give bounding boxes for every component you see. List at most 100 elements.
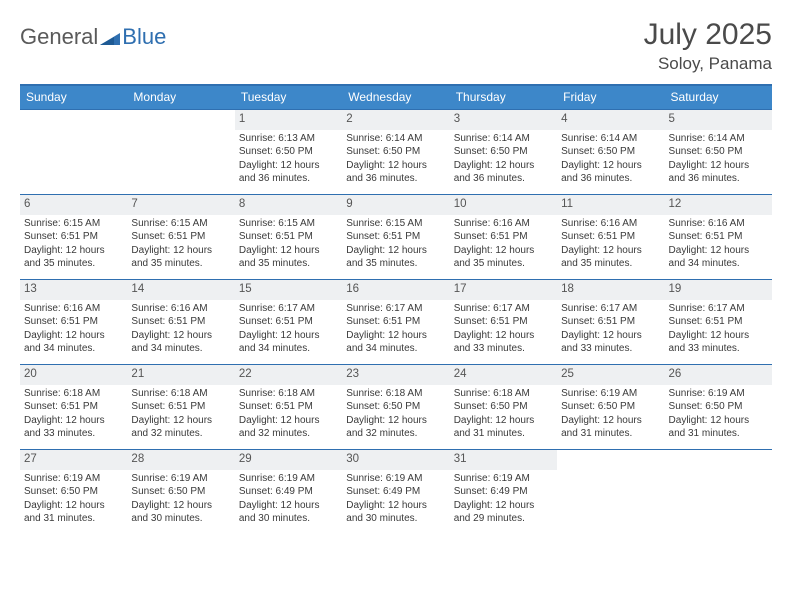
day-cell: 23Sunrise: 6:18 AMSunset: 6:50 PMDayligh… xyxy=(342,365,449,449)
sunset-text: Sunset: 6:50 PM xyxy=(669,400,768,414)
sunrise-text: Sunrise: 6:13 AM xyxy=(239,132,338,146)
day-cell: 20Sunrise: 6:18 AMSunset: 6:51 PMDayligh… xyxy=(20,365,127,449)
weekday-header-row: SundayMondayTuesdayWednesdayThursdayFrid… xyxy=(20,86,772,109)
day-number: 11 xyxy=(557,195,664,215)
day-number: 29 xyxy=(235,450,342,470)
week-row: 6Sunrise: 6:15 AMSunset: 6:51 PMDaylight… xyxy=(20,194,772,279)
daylight-text: Daylight: 12 hours and 32 minutes. xyxy=(346,414,445,441)
week-row: 27Sunrise: 6:19 AMSunset: 6:50 PMDayligh… xyxy=(20,449,772,534)
sunrise-text: Sunrise: 6:15 AM xyxy=(346,217,445,231)
sunset-text: Sunset: 6:51 PM xyxy=(24,230,123,244)
daylight-text: Daylight: 12 hours and 33 minutes. xyxy=(561,329,660,356)
daylight-text: Daylight: 12 hours and 33 minutes. xyxy=(454,329,553,356)
sunrise-text: Sunrise: 6:17 AM xyxy=(561,302,660,316)
day-cell: 26Sunrise: 6:19 AMSunset: 6:50 PMDayligh… xyxy=(665,365,772,449)
day-number: 3 xyxy=(450,110,557,130)
daylight-text: Daylight: 12 hours and 35 minutes. xyxy=(24,244,123,271)
daylight-text: Daylight: 12 hours and 35 minutes. xyxy=(131,244,230,271)
weekday-header: Monday xyxy=(127,86,234,109)
sunset-text: Sunset: 6:51 PM xyxy=(561,230,660,244)
sunrise-text: Sunrise: 6:19 AM xyxy=(239,472,338,486)
sunset-text: Sunset: 6:50 PM xyxy=(131,485,230,499)
day-cell xyxy=(665,450,772,534)
sunset-text: Sunset: 6:51 PM xyxy=(561,315,660,329)
daylight-text: Daylight: 12 hours and 34 minutes. xyxy=(346,329,445,356)
sunset-text: Sunset: 6:50 PM xyxy=(24,485,123,499)
sunrise-text: Sunrise: 6:14 AM xyxy=(346,132,445,146)
weekday-header: Wednesday xyxy=(342,86,449,109)
day-cell: 6 Sunrise: 6:15 AMSunset: 6:51 PMDaylight… xyxy=(20,195,127,279)
day-cell: 9Sunrise: 6:15 AMSunset: 6:51 PMDaylight… xyxy=(342,195,449,279)
day-number: 18 xyxy=(557,280,664,300)
day-cell: 19Sunrise: 6:17 AMSunset: 6:51 PMDayligh… xyxy=(665,280,772,364)
sunset-text: Sunset: 6:49 PM xyxy=(454,485,553,499)
logo-triangle-icon xyxy=(100,29,120,45)
day-cell: 12Sunrise: 6:16 AMSunset: 6:51 PMDayligh… xyxy=(665,195,772,279)
daylight-text: Daylight: 12 hours and 31 minutes. xyxy=(669,414,768,441)
sunrise-text: Sunrise: 6:15 AM xyxy=(239,217,338,231)
weekday-header: Sunday xyxy=(20,86,127,109)
day-cell: 5Sunrise: 6:14 AMSunset: 6:50 PMDaylight… xyxy=(665,110,772,194)
day-cell: 16Sunrise: 6:17 AMSunset: 6:51 PMDayligh… xyxy=(342,280,449,364)
header-row: General Blue July 2025 Soloy, Panama xyxy=(20,18,772,74)
day-number: 17 xyxy=(450,280,557,300)
sunset-text: Sunset: 6:51 PM xyxy=(239,230,338,244)
day-cell: 18 Sunrise: 6:17 AMSunset: 6:51 PMDayligh… xyxy=(557,280,664,364)
daylight-text: Daylight: 12 hours and 31 minutes. xyxy=(454,414,553,441)
weekday-header: Thursday xyxy=(450,86,557,109)
sunset-text: Sunset: 6:50 PM xyxy=(454,400,553,414)
day-number: 20 xyxy=(20,365,127,385)
sunset-text: Sunset: 6:51 PM xyxy=(669,230,768,244)
sunrise-text: Sunrise: 6:19 AM xyxy=(669,387,768,401)
day-number: 4 xyxy=(557,110,664,130)
weekday-header: Friday xyxy=(557,86,664,109)
sunrise-text: Sunrise: 6:15 AM xyxy=(24,217,123,231)
day-cell: 29Sunrise: 6:19 AMSunset: 6:49 PMDayligh… xyxy=(235,450,342,534)
sunrise-text: Sunrise: 6:19 AM xyxy=(346,472,445,486)
sunrise-text: Sunrise: 6:16 AM xyxy=(24,302,123,316)
calendar: SundayMondayTuesdayWednesdayThursdayFrid… xyxy=(20,84,772,534)
daylight-text: Daylight: 12 hours and 36 minutes. xyxy=(454,159,553,186)
day-cell: 21Sunrise: 6:18 AMSunset: 6:51 PMDayligh… xyxy=(127,365,234,449)
sunrise-text: Sunrise: 6:14 AM xyxy=(669,132,768,146)
day-cell xyxy=(557,450,664,534)
day-number: 14 xyxy=(127,280,234,300)
day-number: 1 xyxy=(235,110,342,130)
day-cell: 31Sunrise: 6:19 AMSunset: 6:49 PMDayligh… xyxy=(450,450,557,534)
sunset-text: Sunset: 6:49 PM xyxy=(346,485,445,499)
sunrise-text: Sunrise: 6:19 AM xyxy=(24,472,123,486)
sunset-text: Sunset: 6:50 PM xyxy=(454,145,553,159)
sunrise-text: Sunrise: 6:16 AM xyxy=(561,217,660,231)
sunrise-text: Sunrise: 6:18 AM xyxy=(24,387,123,401)
week-row: 13Sunrise: 6:16 AMSunset: 6:51 PMDayligh… xyxy=(20,279,772,364)
daylight-text: Daylight: 12 hours and 35 minutes. xyxy=(454,244,553,271)
sunrise-text: Sunrise: 6:16 AM xyxy=(669,217,768,231)
daylight-text: Daylight: 12 hours and 35 minutes. xyxy=(239,244,338,271)
sunrise-text: Sunrise: 6:14 AM xyxy=(561,132,660,146)
day-number: 13 xyxy=(20,280,127,300)
day-number: 30 xyxy=(342,450,449,470)
sunset-text: Sunset: 6:51 PM xyxy=(239,400,338,414)
daylight-text: Daylight: 12 hours and 34 minutes. xyxy=(131,329,230,356)
sunset-text: Sunset: 6:51 PM xyxy=(131,230,230,244)
day-cell: 24Sunrise: 6:18 AMSunset: 6:50 PMDayligh… xyxy=(450,365,557,449)
sunset-text: Sunset: 6:51 PM xyxy=(239,315,338,329)
day-cell: 13Sunrise: 6:16 AMSunset: 6:51 PMDayligh… xyxy=(20,280,127,364)
daylight-text: Daylight: 12 hours and 35 minutes. xyxy=(346,244,445,271)
daylight-text: Daylight: 12 hours and 36 minutes. xyxy=(561,159,660,186)
day-cell: 30Sunrise: 6:19 AMSunset: 6:49 PMDayligh… xyxy=(342,450,449,534)
day-cell xyxy=(127,110,234,194)
day-cell: 4Sunrise: 6:14 AMSunset: 6:50 PMDaylight… xyxy=(557,110,664,194)
sunrise-text: Sunrise: 6:16 AM xyxy=(131,302,230,316)
sunset-text: Sunset: 6:51 PM xyxy=(131,315,230,329)
daylight-text: Daylight: 12 hours and 36 minutes. xyxy=(239,159,338,186)
location: Soloy, Panama xyxy=(644,54,772,74)
logo-text-general: General xyxy=(20,24,98,50)
brand-logo: General Blue xyxy=(20,24,166,50)
sunset-text: Sunset: 6:51 PM xyxy=(454,315,553,329)
day-number: 6 xyxy=(20,195,127,215)
sunset-text: Sunset: 6:50 PM xyxy=(346,400,445,414)
day-cell: 15Sunrise: 6:17 AMSunset: 6:51 PMDayligh… xyxy=(235,280,342,364)
day-cell: 25Sunrise: 6:19 AMSunset: 6:50 PMDayligh… xyxy=(557,365,664,449)
day-number: 16 xyxy=(342,280,449,300)
